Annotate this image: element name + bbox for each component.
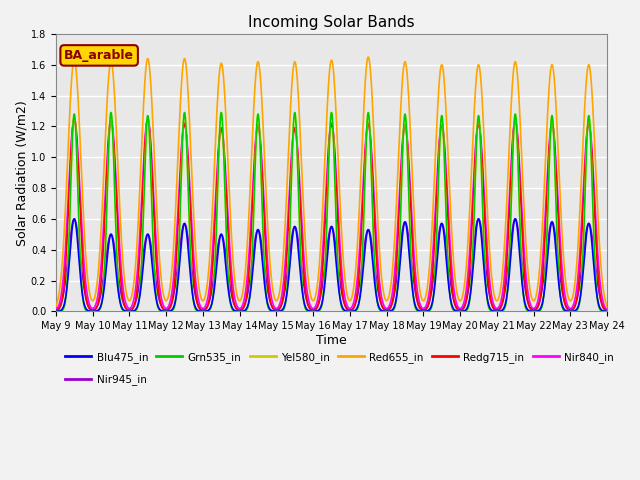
X-axis label: Time: Time [316, 334, 347, 347]
Legend: Nir945_in: Nir945_in [61, 370, 150, 389]
Title: Incoming Solar Bands: Incoming Solar Bands [248, 15, 415, 30]
Text: BA_arable: BA_arable [64, 49, 134, 62]
Y-axis label: Solar Radiation (W/m2): Solar Radiation (W/m2) [15, 100, 28, 245]
